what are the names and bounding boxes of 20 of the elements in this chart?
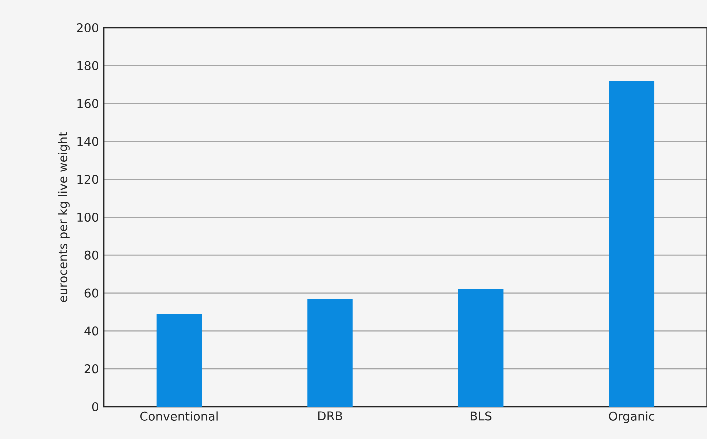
bar [609,81,655,407]
y-tick-label: 200 [77,23,98,33]
bar [156,314,202,407]
y-tick-label: 120 [78,175,98,184]
bar [308,298,353,407]
y-tick-label: 60 [84,288,98,298]
y-tick-label: 100 [78,212,98,222]
y-tick-label: 20 [84,364,98,374]
x-tick-label: Organic [609,412,655,424]
y-tick-label: 140 [78,137,98,146]
y-tick-label: 0 [92,402,98,412]
x-tick-label: BLS [470,412,492,421]
y-tick-label: 40 [84,326,98,336]
bar [458,290,504,407]
y-tick-label: 160 [78,99,98,108]
x-tick-label: Conventional [140,412,218,421]
y-axis-title: eurocents per kg live weight [58,132,70,302]
y-tick-label: 180 [78,61,98,70]
y-tick-label: 80 [84,250,98,260]
x-tick-label: DRB [318,412,342,420]
